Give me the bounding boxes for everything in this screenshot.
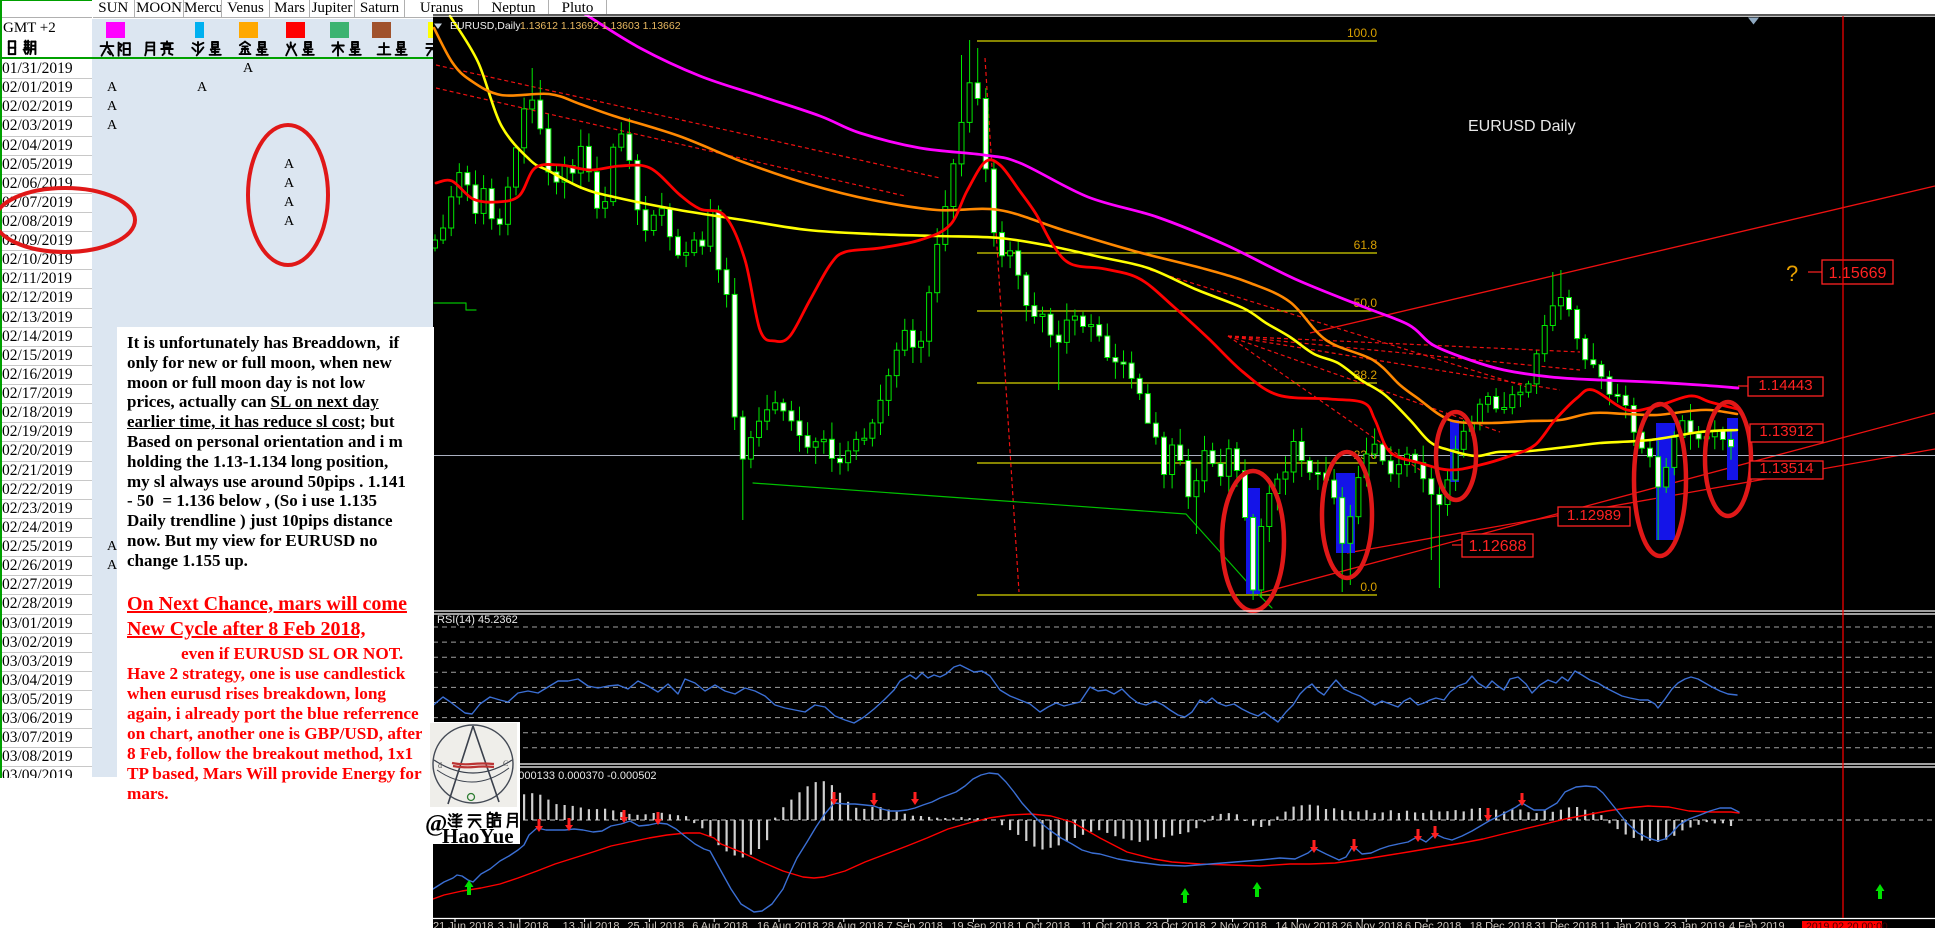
svg-text:1 Oct 2018: 1 Oct 2018 [1016, 921, 1070, 928]
svg-text:11 Jan 2019: 11 Jan 2019 [1599, 921, 1659, 928]
svg-text:4 Feb 2019: 4 Feb 2019 [1729, 921, 1785, 928]
svg-text:1.13912: 1.13912 [1759, 423, 1813, 440]
svg-text:2 Nov 2018: 2 Nov 2018 [1211, 921, 1267, 928]
svg-text:EURUSD,Daily: EURUSD,Daily [450, 20, 524, 32]
svg-text:1.13612 1.13692 1.13603 1.1366: 1.13612 1.13692 1.13603 1.13662 [520, 20, 681, 32]
svg-text:1.13514: 1.13514 [1759, 460, 1813, 477]
svg-text:3 Jul 2018: 3 Jul 2018 [498, 921, 549, 928]
svg-text:28 Aug 2018: 28 Aug 2018 [822, 921, 884, 928]
svg-text:100.0: 100.0 [1347, 26, 1377, 40]
svg-text:?: ? [1786, 261, 1798, 286]
svg-text:2019.02.20 00:00: 2019.02.20 00:00 [1806, 921, 1888, 928]
svg-text:19 Sep 2018: 19 Sep 2018 [951, 921, 1013, 928]
svg-text:11 Oct 2018: 11 Oct 2018 [1081, 921, 1140, 928]
svg-text:23 Jan 2019: 23 Jan 2019 [1664, 921, 1725, 928]
svg-text:38.2: 38.2 [1354, 368, 1378, 382]
svg-text:14 Nov 2018: 14 Nov 2018 [1275, 921, 1337, 928]
svg-text:6 Dec 2018: 6 Dec 2018 [1405, 921, 1461, 928]
svg-text:1.12989: 1.12989 [1567, 507, 1621, 524]
svg-text:7 Sep 2018: 7 Sep 2018 [887, 921, 943, 928]
svg-text:1.15669: 1.15669 [1829, 265, 1887, 282]
svg-text:1.14443: 1.14443 [1758, 377, 1812, 394]
svg-text:RSI(14) 45.2362: RSI(14) 45.2362 [437, 614, 518, 626]
svg-text:21 Jun 2018: 21 Jun 2018 [433, 921, 494, 928]
svg-text:13 Jul 2018: 13 Jul 2018 [563, 921, 620, 928]
svg-text:16 Aug 2018: 16 Aug 2018 [757, 921, 819, 928]
svg-text:61.8: 61.8 [1354, 238, 1378, 252]
svg-text:MACD(12,26,9) -0.000133 0.0003: MACD(12,26,9) -0.000133 0.000370 -0.0005… [433, 770, 657, 782]
svg-text:26 Nov 2018: 26 Nov 2018 [1340, 921, 1402, 928]
svg-text:31 Dec 2018: 31 Dec 2018 [1535, 921, 1597, 928]
svg-text:6 Aug 2018: 6 Aug 2018 [692, 921, 748, 928]
svg-text:0.0: 0.0 [1360, 580, 1377, 594]
svg-text:1.12688: 1.12688 [1469, 538, 1527, 555]
svg-text:18 Dec 2018: 18 Dec 2018 [1470, 921, 1532, 928]
svg-text:25 Jul 2018: 25 Jul 2018 [627, 921, 684, 928]
svg-text:23 Oct 2018: 23 Oct 2018 [1146, 921, 1206, 928]
svg-text:EURUSD Daily: EURUSD Daily [1468, 118, 1576, 135]
